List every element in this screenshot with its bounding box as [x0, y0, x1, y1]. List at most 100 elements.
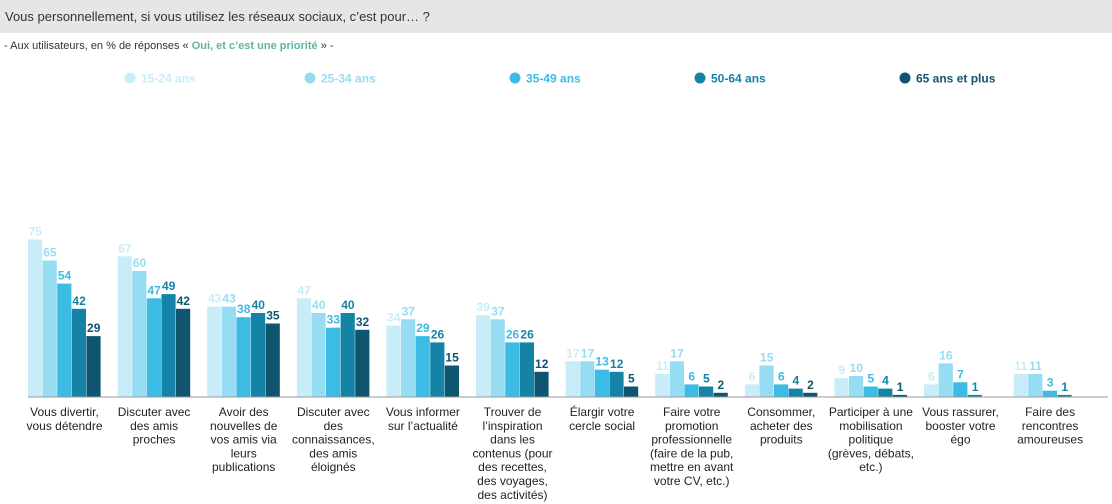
- bar: [415, 336, 430, 397]
- legend-label: 65 ans et plus: [916, 72, 996, 86]
- bar: [296, 298, 311, 397]
- bar: [1042, 390, 1057, 397]
- data-label: 5: [703, 372, 710, 386]
- chart-subtitle: - Aux utilisateurs, en % de réponses « O…: [4, 40, 334, 52]
- bar: [355, 329, 370, 397]
- data-label: 35: [266, 309, 280, 323]
- bar: [71, 308, 86, 397]
- data-label: 43: [208, 292, 222, 306]
- data-label: 54: [58, 269, 72, 283]
- bar: [207, 306, 222, 397]
- bar: [132, 271, 147, 397]
- data-label: 42: [177, 294, 191, 308]
- bar: [774, 384, 789, 397]
- data-label: 26: [506, 327, 520, 341]
- legend-item: 25-34 ans: [304, 72, 376, 86]
- category-label: Vous informer sur l’actualité: [386, 405, 460, 433]
- bar: [57, 283, 72, 397]
- data-label: 16: [939, 348, 953, 362]
- data-label: 34: [387, 311, 401, 325]
- data-label: 15: [760, 351, 774, 365]
- data-label: 37: [402, 304, 416, 318]
- bar: [594, 369, 609, 397]
- bar: [444, 365, 459, 397]
- bar: [565, 361, 580, 397]
- data-label: 7: [957, 367, 964, 381]
- data-label: 15: [445, 351, 459, 365]
- data-label: 13: [595, 355, 609, 369]
- category-labels: Vous divertir, vous détendre Discuter avec…: [26, 404, 1083, 502]
- data-label: 6: [688, 369, 695, 383]
- legend-label: 35-49 ans: [526, 72, 581, 86]
- category-label: Trouver de l’inspiration dans les contenus …: [472, 405, 552, 502]
- legend-marker: [509, 72, 521, 84]
- data-label: 26: [431, 327, 445, 341]
- category-label: Discuter avec des amis proches: [118, 405, 191, 447]
- bar: [892, 394, 907, 397]
- category-label: Élargir votre cercle social: [569, 404, 635, 433]
- data-label: 6: [928, 369, 935, 383]
- data-label: 65: [43, 246, 57, 260]
- legend-item: 15-24 ans: [124, 72, 196, 86]
- data-label: 9: [838, 363, 845, 377]
- data-label: 60: [133, 256, 147, 270]
- bar: [1013, 373, 1028, 397]
- bar: [386, 325, 401, 397]
- data-label: 11: [656, 359, 669, 373]
- bar: [713, 392, 728, 397]
- legend-label: 25-34 ans: [321, 72, 376, 86]
- bar: [924, 384, 939, 397]
- data-label: 5: [628, 372, 635, 386]
- data-label: 3: [1047, 376, 1054, 390]
- data-label: 1: [972, 380, 979, 394]
- legend-label: 50-64 ans: [711, 72, 766, 86]
- bar: [251, 313, 266, 397]
- data-label: 38: [237, 302, 251, 316]
- legend-item: 50-64 ans: [694, 72, 766, 86]
- data-label: 33: [327, 313, 341, 327]
- category-label: Participer à une mobilisation politique (gr…: [828, 405, 914, 474]
- bar: [744, 384, 759, 397]
- data-label: 5: [868, 372, 875, 386]
- legend: 15-24 ans 25-34 ans 35-49 ans 50-64 ans 65 a…: [124, 72, 996, 86]
- bar: [340, 313, 355, 397]
- data-label: 2: [807, 378, 814, 392]
- bar: [803, 392, 818, 397]
- bar: [236, 317, 251, 397]
- bar: [519, 342, 534, 397]
- bar: [86, 336, 101, 397]
- bar: [42, 260, 57, 397]
- bar: [161, 294, 176, 397]
- data-label: 6: [778, 369, 785, 383]
- data-label: 17: [581, 346, 595, 360]
- data-label: 39: [477, 300, 491, 314]
- bar: [265, 323, 280, 397]
- bar: [176, 308, 191, 397]
- bar: [490, 319, 505, 397]
- bar: [967, 394, 982, 397]
- data-label: 26: [520, 327, 534, 341]
- bar: [684, 384, 699, 397]
- data-label: 75: [29, 225, 43, 239]
- data-label: 4: [882, 374, 889, 388]
- category-label: Faire des rencontres amoureuses: [1017, 405, 1083, 447]
- bar: [430, 342, 445, 397]
- data-label: 42: [72, 294, 86, 308]
- bar: [28, 239, 43, 397]
- legend-item: 35-49 ans: [509, 72, 581, 86]
- data-label: 37: [491, 304, 505, 318]
- bars: [28, 239, 1072, 397]
- data-label: 6: [749, 369, 756, 383]
- data-label: 10: [850, 361, 864, 375]
- bar: [1028, 373, 1043, 397]
- bar: [1057, 394, 1072, 397]
- data-label: 11: [1015, 359, 1028, 373]
- bar: [401, 319, 416, 397]
- bar: [534, 371, 549, 397]
- bar: [788, 388, 803, 397]
- bar: [699, 386, 714, 397]
- bar: [624, 386, 639, 397]
- data-label: 29: [87, 321, 101, 335]
- legend-item: 65 ans et plus: [899, 72, 996, 86]
